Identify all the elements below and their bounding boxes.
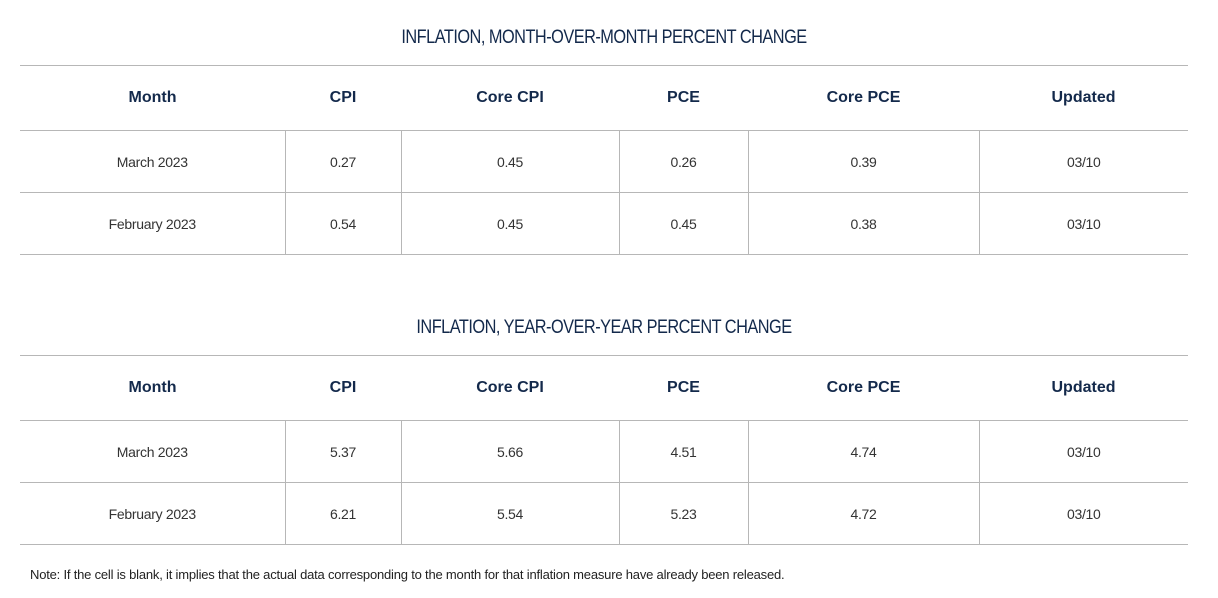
- column-header-core-cpi: Core CPI: [401, 65, 619, 131]
- column-header-core-pce: Core PCE: [748, 65, 979, 131]
- table-row: February 2023 6.21 5.54 5.23 4.72 03/10: [20, 482, 1188, 545]
- cell-cpi: 0.27: [284, 130, 401, 193]
- table-header-row: Month CPI Core CPI PCE Core PCE Updated: [20, 355, 1188, 421]
- cell-updated: 03/10: [978, 482, 1188, 545]
- column-header-cpi: CPI: [285, 355, 401, 421]
- cell-month: March 2023: [20, 130, 285, 193]
- table-header-row: Month CPI Core CPI PCE Core PCE Updated: [20, 65, 1188, 131]
- cell-core-pce: 0.38: [747, 192, 979, 255]
- cell-core-pce: 0.39: [747, 130, 979, 193]
- cell-core-pce: 4.74: [747, 420, 979, 483]
- cell-core-pce: 4.72: [747, 482, 979, 545]
- mom-table-title: INFLATION, MONTH-OVER-MONTH PERCENT CHAN…: [401, 27, 807, 48]
- column-header-month: Month: [20, 355, 285, 421]
- mom-inflation-section: INFLATION, MONTH-OVER-MONTH PERCENT CHAN…: [20, 24, 1188, 255]
- cell-pce: 0.26: [618, 130, 748, 193]
- cell-core-cpi: 5.54: [400, 482, 619, 545]
- cell-cpi: 0.54: [284, 192, 401, 255]
- table-row: February 2023 0.54 0.45 0.45 0.38 03/10: [20, 192, 1188, 255]
- cell-pce: 0.45: [618, 192, 748, 255]
- column-header-month: Month: [20, 65, 285, 131]
- cell-month: February 2023: [20, 482, 285, 545]
- column-header-cpi: CPI: [285, 65, 401, 131]
- cell-updated: 03/10: [978, 130, 1188, 193]
- table-row: March 2023 0.27 0.45 0.26 0.39 03/10: [20, 130, 1188, 193]
- cell-cpi: 5.37: [284, 420, 401, 483]
- cell-month: February 2023: [20, 192, 285, 255]
- mom-inflation-table: Month CPI Core CPI PCE Core PCE Updated …: [20, 65, 1188, 255]
- cell-month: March 2023: [20, 420, 285, 483]
- cell-core-cpi: 0.45: [400, 192, 619, 255]
- cell-core-cpi: 0.45: [400, 130, 619, 193]
- cell-pce: 5.23: [618, 482, 748, 545]
- column-header-pce: PCE: [619, 65, 748, 131]
- yoy-inflation-section: INFLATION, YEAR-OVER-YEAR PERCENT CHANGE…: [20, 314, 1188, 545]
- column-header-core-cpi: Core CPI: [401, 355, 619, 421]
- cell-updated: 03/10: [978, 192, 1188, 255]
- cell-core-cpi: 5.66: [400, 420, 619, 483]
- cell-pce: 4.51: [618, 420, 748, 483]
- column-header-updated: Updated: [979, 355, 1188, 421]
- yoy-inflation-table: Month CPI Core CPI PCE Core PCE Updated …: [20, 355, 1188, 545]
- column-header-updated: Updated: [979, 65, 1188, 131]
- cell-updated: 03/10: [978, 420, 1188, 483]
- yoy-table-title: INFLATION, YEAR-OVER-YEAR PERCENT CHANGE: [416, 317, 792, 338]
- footnote: Note: If the cell is blank, it implies t…: [30, 567, 785, 582]
- cell-cpi: 6.21: [284, 482, 401, 545]
- column-header-pce: PCE: [619, 355, 748, 421]
- table-row: March 2023 5.37 5.66 4.51 4.74 03/10: [20, 420, 1188, 483]
- column-header-core-pce: Core PCE: [748, 355, 979, 421]
